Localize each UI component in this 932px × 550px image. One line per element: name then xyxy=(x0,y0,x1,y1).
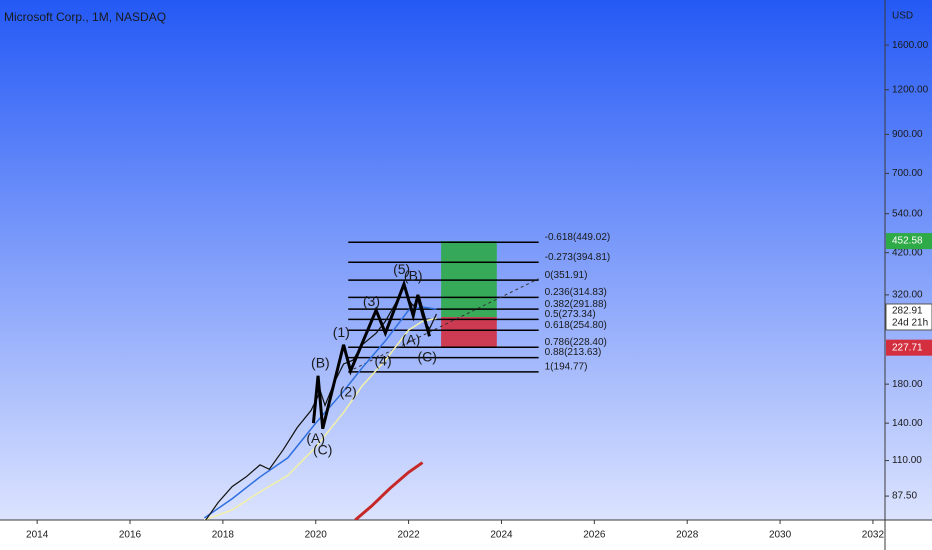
y-axis-label: USD xyxy=(892,11,913,22)
x-tick-label: 2022 xyxy=(397,530,420,541)
stop-zone xyxy=(441,317,497,348)
wave-label: (4) xyxy=(375,352,392,368)
wave-label: (5) xyxy=(393,261,410,277)
wave-label: (B) xyxy=(404,267,423,283)
target-zone xyxy=(441,241,497,318)
y-tick-label: 180.00 xyxy=(892,379,923,390)
trendline xyxy=(348,278,539,373)
wave-label: (3) xyxy=(363,293,380,309)
fib-label: 0(351.91) xyxy=(545,270,588,281)
wave-label: (1) xyxy=(333,324,350,340)
wave-label: (B) xyxy=(311,355,330,371)
x-tick-label: 2028 xyxy=(676,530,699,541)
x-tick-label: 2026 xyxy=(583,530,606,541)
y-tick-label: 1200.00 xyxy=(892,84,929,95)
price-label: 452.58 xyxy=(892,236,923,247)
fib-label: 0.5(273.34) xyxy=(545,309,596,320)
wave-label: (A) xyxy=(306,430,325,446)
wave-label: (2) xyxy=(340,384,357,400)
wave-label: (C) xyxy=(417,349,436,365)
x-tick-label: 2016 xyxy=(119,530,142,541)
fib-label: 0.618(254.80) xyxy=(545,320,607,331)
x-axis-panel xyxy=(0,520,932,550)
fib-label: 0.236(314.83) xyxy=(545,287,607,298)
wave-path xyxy=(311,279,431,430)
x-tick-label: 2020 xyxy=(305,530,328,541)
y-tick-label: 140.00 xyxy=(892,418,923,429)
plot-area: -0.618(449.02) -0.273(394.81) 0(351.91) 0.2… xyxy=(203,232,611,520)
fib-label: 0.786(228.40) xyxy=(545,337,607,348)
wave-label: (A) xyxy=(402,332,421,348)
y-tick-label: 540.00 xyxy=(892,208,923,219)
x-tick-label: 2014 xyxy=(26,530,49,541)
last-price-box xyxy=(885,303,932,331)
x-tick-label: 2024 xyxy=(490,530,513,541)
fib-label: -0.273(394.81) xyxy=(545,252,611,263)
y-tick-label: 87.50 xyxy=(892,491,917,502)
fib-label: -0.618(449.02) xyxy=(545,232,611,243)
x-tick-label: 2032 xyxy=(862,530,885,541)
y-tick-label: 700.00 xyxy=(892,168,923,179)
x-tick-label: 2018 xyxy=(212,530,235,541)
chart-title: Microsoft Corp., 1M, NASDAQ xyxy=(4,10,166,24)
moving-average xyxy=(354,461,424,520)
y-tick-label: 420.00 xyxy=(892,247,923,258)
price-line xyxy=(205,285,438,520)
y-tick-label: 110.00 xyxy=(892,455,922,466)
y-tick-label: 320.00 xyxy=(892,290,923,301)
wave-label: (C) xyxy=(313,442,332,458)
price-label-box xyxy=(886,339,932,356)
price-label: 227.71 xyxy=(892,342,923,353)
y-tick-label: 900.00 xyxy=(892,129,923,140)
moving-average xyxy=(204,317,437,520)
y-tick-label: 1600.00 xyxy=(892,40,929,51)
last-price: 282.91 xyxy=(892,306,923,317)
price-label-box xyxy=(886,233,932,250)
x-tick-label: 2030 xyxy=(769,530,792,541)
fib-label: 0.88(213.63) xyxy=(545,347,602,358)
countdown: 24d 21h xyxy=(892,318,928,329)
fib-label: 0.382(291.88) xyxy=(545,299,607,310)
fib-label: 1(194.77) xyxy=(545,362,588,373)
